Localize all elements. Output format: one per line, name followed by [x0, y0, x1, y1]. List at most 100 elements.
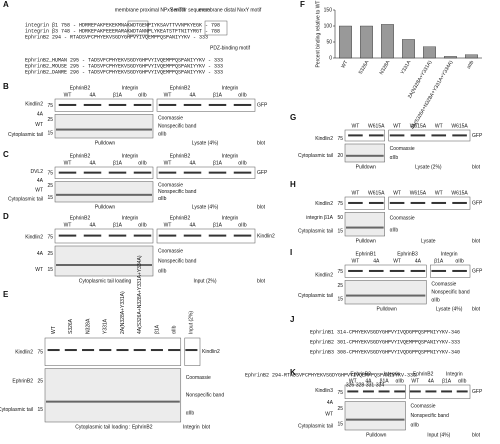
group-label: EphrinB2	[413, 371, 434, 377]
antibody-label: GFP	[472, 389, 483, 395]
lane-label: 4A	[189, 92, 196, 98]
band	[348, 134, 363, 137]
band-label: αIIb	[158, 196, 167, 202]
mw-label: 15	[337, 228, 343, 234]
row-label: WT	[35, 187, 43, 193]
lane-label: W615A	[410, 190, 427, 196]
band	[158, 171, 177, 174]
band	[108, 171, 127, 174]
coomassie-band	[346, 154, 384, 157]
antibody-label: GFP	[472, 269, 483, 275]
bar	[339, 25, 352, 59]
lane-label: WT	[64, 222, 72, 228]
blot	[409, 384, 471, 399]
group-label: Integrin	[222, 153, 239, 159]
group-label: EphrinB2	[170, 85, 191, 91]
band	[233, 171, 252, 174]
row-label: Kindlin2	[315, 201, 333, 207]
x-tick-label: 4A(S326A+N328A+Y331A+Y334A)	[410, 59, 455, 130]
lane-label: β1A	[213, 92, 223, 98]
blot	[388, 129, 471, 142]
sequence: integrin β3 748 - HDRKEFAKFEEERARAKWDTAN…	[25, 28, 220, 34]
lane-label: β1A	[380, 378, 390, 384]
lane-label: 4A(S326A+N328A+Y331A+Y334A)	[137, 255, 143, 334]
motif-box	[127, 20, 149, 36]
band	[389, 269, 405, 272]
group-label: EphrinB2	[70, 215, 91, 221]
band	[431, 134, 447, 137]
group-label: EphrinB2	[70, 85, 91, 91]
band	[168, 349, 181, 352]
bottom-label: blot	[472, 164, 481, 170]
band-label: Nonspecific band	[158, 189, 197, 195]
bottom-label: blot	[472, 238, 481, 244]
coomassie-blot	[54, 245, 154, 277]
band	[208, 171, 227, 174]
band	[347, 390, 359, 393]
band-label: Coomassie	[158, 182, 183, 188]
row-label: Kindlin2	[25, 234, 43, 240]
row-label: Kindlin2	[315, 136, 333, 142]
panel-letter: K	[290, 368, 296, 377]
band	[378, 390, 390, 393]
site-label: 328	[356, 382, 365, 388]
lane-label: β1A	[213, 160, 223, 166]
group-label: EphrinB2	[350, 371, 371, 377]
row-label: DVL2	[30, 169, 43, 175]
y-tick-label: 50	[326, 39, 332, 45]
band	[410, 269, 426, 272]
mw-label: 25	[337, 406, 343, 412]
panel-letter: A	[3, 0, 9, 9]
lane-label: 4A	[189, 160, 196, 166]
bottom-label: Pulldown	[95, 140, 116, 146]
bottom-label: Pulldown	[356, 164, 377, 170]
motif-label: Ser/Thr sequence	[170, 7, 210, 13]
band-label: Nonspecific band	[158, 124, 197, 130]
bottom-label: Pulldown	[95, 204, 116, 210]
lane-label: WT	[51, 326, 57, 334]
coomassie-blot	[44, 368, 182, 423]
band	[452, 134, 467, 137]
row-label: EphrinB2	[12, 378, 33, 384]
band	[348, 269, 363, 272]
blot	[156, 98, 256, 112]
bottom-label: Cytoplasmic tail loading	[79, 278, 132, 284]
blot	[430, 264, 471, 278]
band	[368, 269, 384, 272]
coomassie-band	[346, 418, 405, 421]
row-label: 4A	[37, 178, 44, 184]
band	[456, 390, 468, 393]
row-label: Kindlin2	[315, 273, 333, 279]
band	[394, 390, 406, 393]
band	[133, 171, 152, 174]
band	[452, 269, 467, 272]
sequence: EphrinB2 294 - RTADSVFCPHYEKVSGDYGHPVYIV…	[25, 34, 208, 40]
group-label: EphrinB2	[70, 153, 91, 159]
band	[133, 349, 146, 352]
band-label: Coomassie	[158, 116, 183, 122]
row-label: WT	[325, 412, 333, 418]
coomassie-blot	[344, 143, 385, 163]
lane-label: 4A	[189, 222, 196, 228]
band	[58, 234, 77, 237]
row-label: Cytoplasmic tail	[0, 407, 33, 413]
mw-label: 25	[47, 117, 53, 123]
x-tick-label: S326A	[358, 59, 371, 76]
y-axis-title: Percent binding relative to WT	[315, 1, 321, 68]
blot	[344, 196, 385, 210]
band	[425, 390, 437, 393]
pdz-label: PDZ-binding motif	[210, 45, 251, 51]
band	[410, 201, 426, 204]
band	[158, 234, 177, 237]
band	[233, 103, 252, 106]
mw-label: 25	[337, 283, 343, 289]
coomassie-band	[56, 128, 152, 131]
band	[431, 201, 447, 204]
mw-label: 25	[37, 378, 43, 384]
group-label: Integrin	[384, 371, 401, 377]
group-label: EphrinB1	[356, 251, 377, 257]
bar	[381, 24, 394, 59]
band	[431, 269, 447, 272]
x-tick-label: Y331A	[400, 59, 413, 76]
sequence: integrin β1 758 - HDRREFAKFEKEKMNAKWDTGE…	[25, 22, 220, 28]
